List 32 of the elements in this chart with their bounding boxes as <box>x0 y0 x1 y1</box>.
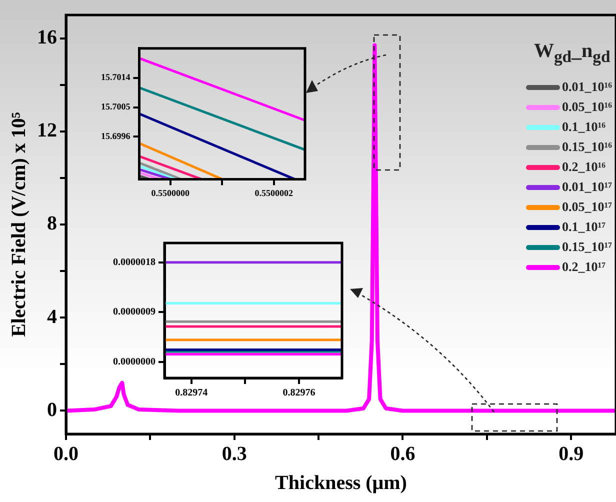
y-tick-label: 8 <box>47 212 57 235</box>
legend-label: 0.15_10¹⁶ <box>562 139 612 155</box>
y-tick-label: 16 <box>37 26 57 48</box>
x-tick-label: 0.0 <box>54 443 78 466</box>
y-tick-label: 0.0000009 <box>113 306 156 318</box>
y-tick-label: 15.7014 <box>101 72 131 82</box>
x-tick-label: 0.9 <box>558 443 584 466</box>
legend-title: W$_{gd}$_n$_{gd}$ <box>534 40 612 67</box>
x-axis-title: Thickness (μm) <box>275 472 407 494</box>
y-tick-label: 15.7005 <box>101 102 131 112</box>
y-tick-label: 0.0000018 <box>113 256 156 268</box>
legend-label: 0.2_10¹⁶ <box>562 159 606 175</box>
x-tick-label: 0.5500000 <box>151 188 190 198</box>
x-tick-label: 0.5500002 <box>254 188 294 198</box>
y-axis-title: Electric Field (V/cm) x 10⁵ <box>8 112 30 337</box>
legend-label: 0.2_10¹⁷ <box>562 259 606 275</box>
legend-label: 0.01_10¹⁶ <box>562 79 612 95</box>
legend-label: 0.1_10¹⁷ <box>562 219 606 235</box>
y-tick-label: 4 <box>47 306 57 328</box>
x-tick-label: 0.6 <box>390 443 416 466</box>
x-tick-label: 0.82976 <box>282 388 316 399</box>
legend-label: 0.1_10¹⁶ <box>562 119 606 135</box>
legend-label: 0.15_10¹⁷ <box>562 239 612 255</box>
y-tick-label: 15.6996 <box>101 131 131 142</box>
y-tick-label: 0 <box>47 398 57 421</box>
x-tick-label: 0.3 <box>222 443 247 466</box>
y-tick-label: 0.0000000 <box>113 356 156 368</box>
legend-label: 0.05_10¹⁶ <box>562 99 612 115</box>
legend-label: 0.01_10¹⁷ <box>562 179 612 195</box>
y-tick-label: 12 <box>37 120 57 142</box>
legend-label: 0.05_10¹⁷ <box>562 199 612 215</box>
x-tick-label: 0.82974 <box>175 388 208 399</box>
